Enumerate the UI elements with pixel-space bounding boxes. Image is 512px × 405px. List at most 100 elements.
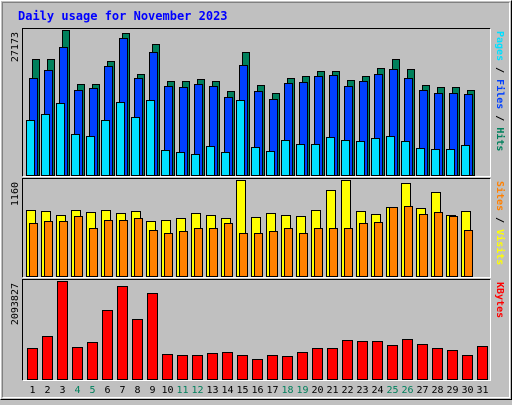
bar-pages-22 <box>341 140 350 176</box>
bar-pages-10 <box>161 150 170 176</box>
day-label-31: 31 <box>476 385 488 396</box>
day-label-24: 24 <box>371 385 383 396</box>
bar-kbytes-2 <box>42 336 53 380</box>
day-label-19: 19 <box>296 385 308 396</box>
bar-kbytes-6 <box>102 310 113 380</box>
bar-kbytes-16 <box>252 359 263 380</box>
day-label-23: 23 <box>356 385 368 396</box>
day-label-30: 30 <box>461 385 473 396</box>
day-label-10: 10 <box>161 385 173 396</box>
bar-kbytes-13 <box>207 353 218 380</box>
bar-kbytes-12 <box>192 355 203 380</box>
bar-sites-16 <box>254 233 263 277</box>
bar-pages-12 <box>191 154 200 176</box>
bar-kbytes-26 <box>402 339 413 380</box>
bar-sites-7 <box>119 220 128 277</box>
frame-inner-shadow <box>2 2 510 398</box>
bar-kbytes-23 <box>357 341 368 380</box>
day-label-17: 17 <box>266 385 278 396</box>
bar-kbytes-4 <box>72 347 83 380</box>
day-label-14: 14 <box>221 385 233 396</box>
bar-pages-13 <box>206 146 215 176</box>
bar-pages-6 <box>101 120 110 176</box>
bar-pages-19 <box>296 144 305 176</box>
bar-pages-15 <box>236 100 245 176</box>
bar-sites-21 <box>329 228 338 277</box>
bar-kbytes-1 <box>27 348 38 380</box>
day-label-12: 12 <box>191 385 203 396</box>
bar-sites-15 <box>239 233 248 277</box>
bar-kbytes-9 <box>147 293 158 380</box>
scale-label-chart_data.0.scale_label: 27173 <box>10 32 21 62</box>
bar-sites-17 <box>269 231 278 277</box>
bar-sites-2 <box>44 221 53 277</box>
plot-border-dark-0 <box>22 28 491 177</box>
day-label-25: 25 <box>386 385 398 396</box>
bar-kbytes-22 <box>342 340 353 380</box>
bar-kbytes-30 <box>462 355 473 380</box>
bar-kbytes-20 <box>312 348 323 380</box>
bar-kbytes-3 <box>57 281 68 380</box>
bar-pages-25 <box>386 136 395 176</box>
bar-pages-20 <box>311 144 320 176</box>
bar-kbytes-21 <box>327 348 338 380</box>
day-label-8: 8 <box>134 385 140 396</box>
day-label-5: 5 <box>89 385 95 396</box>
legend-part-0-0: Pages <box>494 31 505 61</box>
bar-pages-1 <box>26 120 35 176</box>
legend-part-0-1: / <box>494 61 505 79</box>
bar-kbytes-8 <box>132 319 143 380</box>
legend-part-1-0: Sites <box>494 181 506 211</box>
plot-border-light-1 <box>22 178 491 278</box>
series-legend-0: Pages / Files / Hits <box>494 31 506 151</box>
bar-sites-25 <box>389 207 398 277</box>
bar-sites-10 <box>164 233 173 277</box>
bar-pages-18 <box>281 140 290 176</box>
bar-pages-2 <box>41 114 50 176</box>
bar-pages-28 <box>431 149 440 176</box>
bar-kbytes-24 <box>372 341 383 380</box>
bar-sites-19 <box>299 233 308 277</box>
plot-border-dark-2 <box>22 279 491 381</box>
bar-sites-28 <box>434 212 443 277</box>
bar-kbytes-14 <box>222 352 233 380</box>
day-label-3: 3 <box>59 385 65 396</box>
day-label-6: 6 <box>104 385 110 396</box>
bar-sites-24 <box>374 222 383 277</box>
scale-label-chart_data.2.scale_label: 2093827 <box>10 283 21 325</box>
series-legend-2: KBytes <box>494 282 505 318</box>
bar-sites-1 <box>29 223 38 277</box>
day-label-21: 21 <box>326 385 338 396</box>
bar-kbytes-18 <box>282 356 293 380</box>
bar-kbytes-27 <box>417 344 428 380</box>
plot-border-light-2 <box>22 279 491 381</box>
bar-pages-23 <box>356 141 365 176</box>
day-label-20: 20 <box>311 385 323 396</box>
bar-sites-9 <box>149 230 158 277</box>
day-label-29: 29 <box>446 385 458 396</box>
day-label-18: 18 <box>281 385 293 396</box>
bar-sites-4 <box>74 216 83 277</box>
day-label-27: 27 <box>416 385 428 396</box>
legend-part-1-2: Visits <box>494 229 506 265</box>
legend-part-2-0: KBytes <box>494 282 505 318</box>
legend-part-0-3: / <box>494 109 505 127</box>
day-label-7: 7 <box>119 385 125 396</box>
bar-pages-8 <box>131 117 140 176</box>
bar-pages-30 <box>461 145 470 176</box>
bar-pages-16 <box>251 147 260 176</box>
day-label-2: 2 <box>44 385 50 396</box>
bar-sites-27 <box>419 214 428 277</box>
bar-pages-7 <box>116 102 125 176</box>
bar-pages-17 <box>266 151 275 176</box>
day-label-9: 9 <box>149 385 155 396</box>
bar-sites-20 <box>314 228 323 277</box>
plot-border-dark-1 <box>22 178 491 278</box>
day-label-22: 22 <box>341 385 353 396</box>
bar-kbytes-10 <box>162 354 173 380</box>
bar-kbytes-19 <box>297 352 308 380</box>
bar-sites-8 <box>134 218 143 277</box>
bar-kbytes-29 <box>447 350 458 380</box>
bar-sites-11 <box>179 231 188 277</box>
